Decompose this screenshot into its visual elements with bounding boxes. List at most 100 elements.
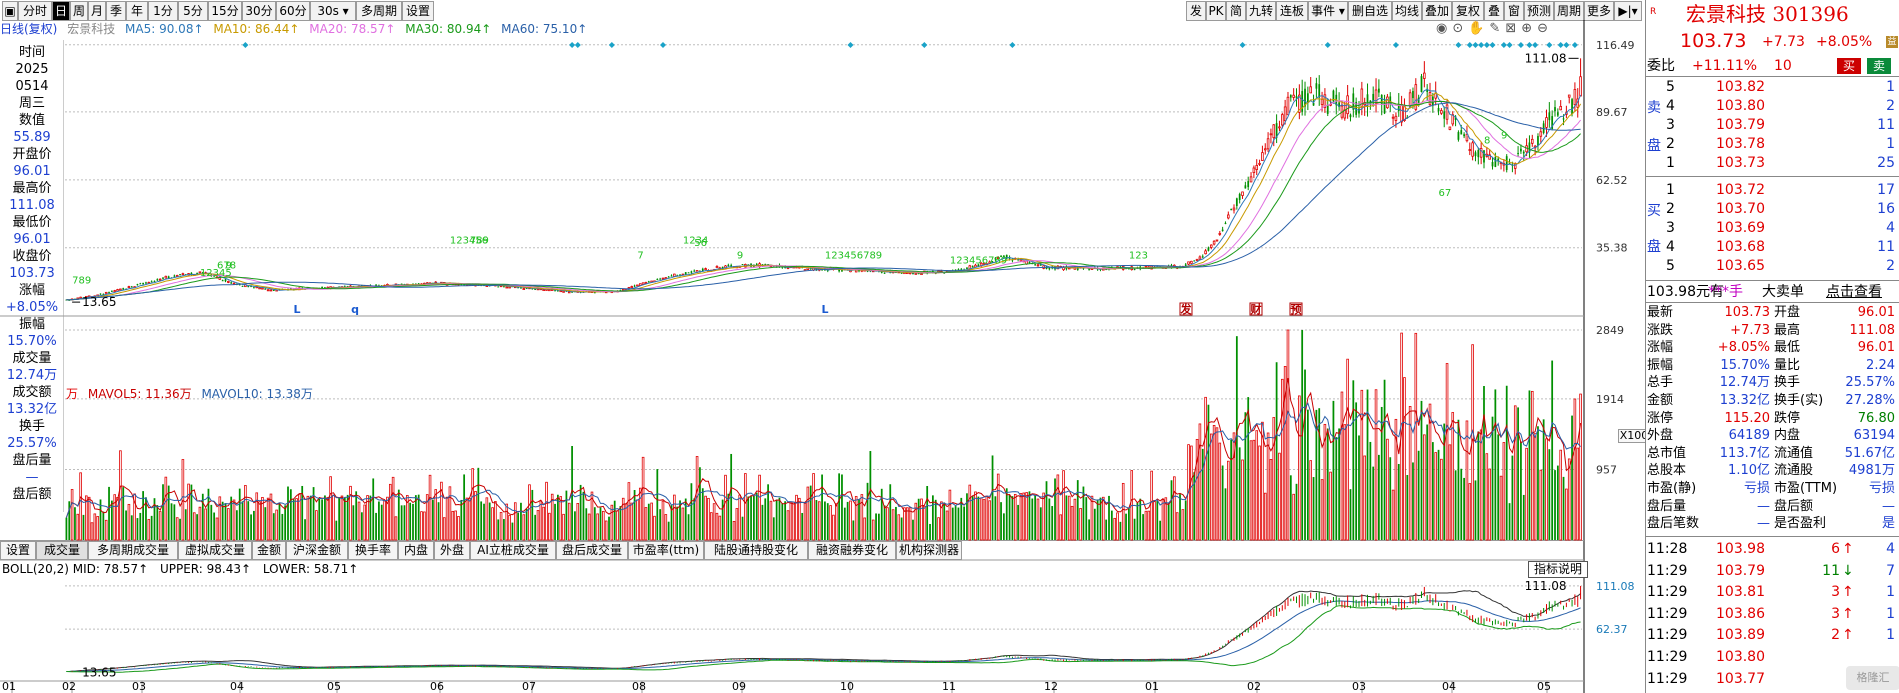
indicator-tab-outer[interactable]: 外盘 xyxy=(434,541,470,560)
indicator-tab-hs-amount[interactable]: 沪深金额 xyxy=(286,541,348,560)
indicator-tab-turnover[interactable]: 换手率 xyxy=(348,541,398,560)
event-marker-icon[interactable] xyxy=(1489,42,1496,48)
period-select-30s[interactable]: 30s ▾ xyxy=(310,1,356,21)
period-tab-month[interactable]: 月 xyxy=(88,1,106,21)
event-marker-icon[interactable] xyxy=(1563,42,1570,48)
event-marker-icon[interactable] xyxy=(921,42,928,48)
tool-button-junxian[interactable]: 均线 xyxy=(1392,1,1422,21)
event-letter[interactable]: L xyxy=(821,303,828,316)
event-badge-frame[interactable] xyxy=(1179,302,1193,316)
tool-button-jiuzhuan[interactable]: 九转 xyxy=(1246,1,1276,21)
event-marker-icon[interactable] xyxy=(1532,42,1539,48)
indicator-tab-institution[interactable]: 机构探测器 xyxy=(896,541,962,560)
period-tab-1min[interactable]: 1分 xyxy=(148,1,178,21)
period-tab-30min[interactable]: 30分 xyxy=(242,1,276,21)
event-marker-icon[interactable] xyxy=(574,42,581,48)
buy-button[interactable]: 买 xyxy=(1837,58,1861,74)
tool-button-fuquan[interactable]: 复权 xyxy=(1452,1,1484,21)
event-marker-icon[interactable] xyxy=(1324,42,1331,48)
event-marker-icon[interactable] xyxy=(1526,42,1533,48)
event-badge-frame[interactable] xyxy=(1249,302,1263,316)
event-marker-icon[interactable] xyxy=(1472,42,1479,48)
bid-price[interactable]: 103.69 xyxy=(1716,220,1765,236)
event-marker-icon[interactable] xyxy=(242,42,249,48)
indicator-tab-amount[interactable]: 金额 xyxy=(252,541,286,560)
sell-button[interactable]: 卖 xyxy=(1867,58,1891,74)
settings-button[interactable]: 设置 xyxy=(402,1,434,21)
event-marker-icon[interactable] xyxy=(1392,42,1399,48)
indicator-tab-after-hours[interactable]: 盘后成交量 xyxy=(556,541,628,560)
tool-button-jiedao[interactable]: 叠加 xyxy=(1422,1,1452,21)
tool-button-events[interactable]: 事件 ▾ xyxy=(1308,1,1348,21)
tool-button-delete-watch[interactable]: 删自选 xyxy=(1348,1,1392,21)
period-tab-season[interactable]: 季 xyxy=(106,1,126,21)
indicator-help-button[interactable]: 指标说明 xyxy=(1528,561,1588,578)
event-letter[interactable]: 预 xyxy=(1291,302,1302,316)
indicator-tab-hk-connect[interactable]: 陆股通持股变化 xyxy=(704,541,808,560)
indicator-tab-pe-ttm[interactable]: 市盈率(ttm) xyxy=(628,541,704,560)
event-marker-icon[interactable] xyxy=(1239,42,1246,48)
tool-button-jian[interactable]: 简 xyxy=(1226,1,1246,21)
period-tab-day[interactable]: 日 xyxy=(52,1,70,21)
event-marker-icon[interactable] xyxy=(1571,42,1578,48)
click-to-view-link[interactable]: 点击查看 xyxy=(1826,284,1882,300)
menu-toggle[interactable]: ▣ xyxy=(2,1,18,21)
bid-price[interactable]: 103.68 xyxy=(1716,239,1765,255)
multi-period-button[interactable]: 多周期 xyxy=(356,1,402,21)
event-marker-icon[interactable] xyxy=(1546,42,1553,48)
event-letter[interactable]: 财 xyxy=(1250,302,1262,316)
event-marker-icon[interactable] xyxy=(847,42,854,48)
tool-button-more[interactable]: 更多 xyxy=(1584,1,1614,21)
indicator-tab-volume[interactable]: 成交量 xyxy=(36,541,88,560)
bid-price[interactable]: 103.70 xyxy=(1716,201,1765,217)
tool-button-yuce[interactable]: 预测 xyxy=(1524,1,1554,21)
tool-button-fa[interactable]: 发 xyxy=(1186,1,1206,21)
event-marker-icon[interactable] xyxy=(1483,42,1490,48)
event-marker-icon[interactable] xyxy=(1455,42,1462,48)
event-marker-icon[interactable] xyxy=(1557,42,1564,48)
chart-tools-icons[interactable]: ◉⊙✋✎⊠⊕⊖ xyxy=(1436,21,1553,36)
tool-button-pk[interactable]: PK xyxy=(1206,1,1226,21)
period-tab-60min[interactable]: 60分 xyxy=(276,1,310,21)
indicator-tab-inner[interactable]: 内盘 xyxy=(398,541,434,560)
event-marker-icon[interactable] xyxy=(1517,42,1524,48)
event-letter[interactable]: L xyxy=(293,303,300,316)
info-badge-icon[interactable]: 益 xyxy=(1886,36,1898,48)
event-marker-icon[interactable] xyxy=(1009,42,1016,48)
ask-price[interactable]: 103.82 xyxy=(1716,79,1765,95)
ask-price[interactable]: 103.78 xyxy=(1716,136,1765,152)
bid-price[interactable]: 103.65 xyxy=(1716,258,1765,274)
event-badge-frame[interactable] xyxy=(1289,302,1303,316)
big-order-tab[interactable]: 大卖单 xyxy=(1762,284,1804,300)
period-tab-week[interactable]: 周 xyxy=(70,1,88,21)
tool-button-lianban[interactable]: 连板 xyxy=(1276,1,1308,21)
event-letter[interactable]: 发 xyxy=(1180,302,1193,316)
event-marker-icon[interactable] xyxy=(1466,42,1473,48)
tool-button-chuang[interactable]: 窗 xyxy=(1504,1,1524,21)
bid-price[interactable]: 103.72 xyxy=(1716,182,1765,198)
period-tab-fenshi[interactable]: 分时 xyxy=(18,1,52,21)
nav-end-icon[interactable]: ▶|▾ xyxy=(1614,1,1642,21)
event-marker-icon[interactable] xyxy=(659,42,666,48)
event-marker-icon[interactable] xyxy=(569,42,576,48)
indicator-tab-multiperiod-volume[interactable]: 多周期成交量 xyxy=(88,541,178,560)
indicator-tab-ai-volume[interactable]: AI立桩成交量 xyxy=(470,541,556,560)
ask-price[interactable]: 103.79 xyxy=(1716,117,1765,133)
period-tab-15min[interactable]: 15分 xyxy=(208,1,242,21)
user-hand-label[interactable]: ***手 xyxy=(1708,284,1743,300)
tool-button-zhouqi[interactable]: 周期 xyxy=(1554,1,1584,21)
period-tab-5min[interactable]: 5分 xyxy=(178,1,208,21)
indicator-settings-tab[interactable]: 设置 xyxy=(0,541,36,560)
period-tab-year[interactable]: 年 xyxy=(126,1,148,21)
ask-price[interactable]: 103.73 xyxy=(1716,155,1765,171)
tool-button-die[interactable]: 叠 xyxy=(1484,1,1504,21)
event-marker-icon[interactable] xyxy=(1478,42,1485,48)
indicator-tab-margin[interactable]: 融资融券变化 xyxy=(808,541,896,560)
event-marker-icon[interactable] xyxy=(608,42,615,48)
event-marker-icon[interactable] xyxy=(1500,42,1507,48)
event-marker-icon[interactable] xyxy=(1506,42,1513,48)
kline-chart[interactable]: 111.0813.6578967891234512345678971234569… xyxy=(0,0,1650,693)
event-letter[interactable]: q xyxy=(351,303,359,316)
ask-price[interactable]: 103.80 xyxy=(1716,98,1765,114)
indicator-tab-virtual-volume[interactable]: 虚拟成交量 xyxy=(178,541,252,560)
